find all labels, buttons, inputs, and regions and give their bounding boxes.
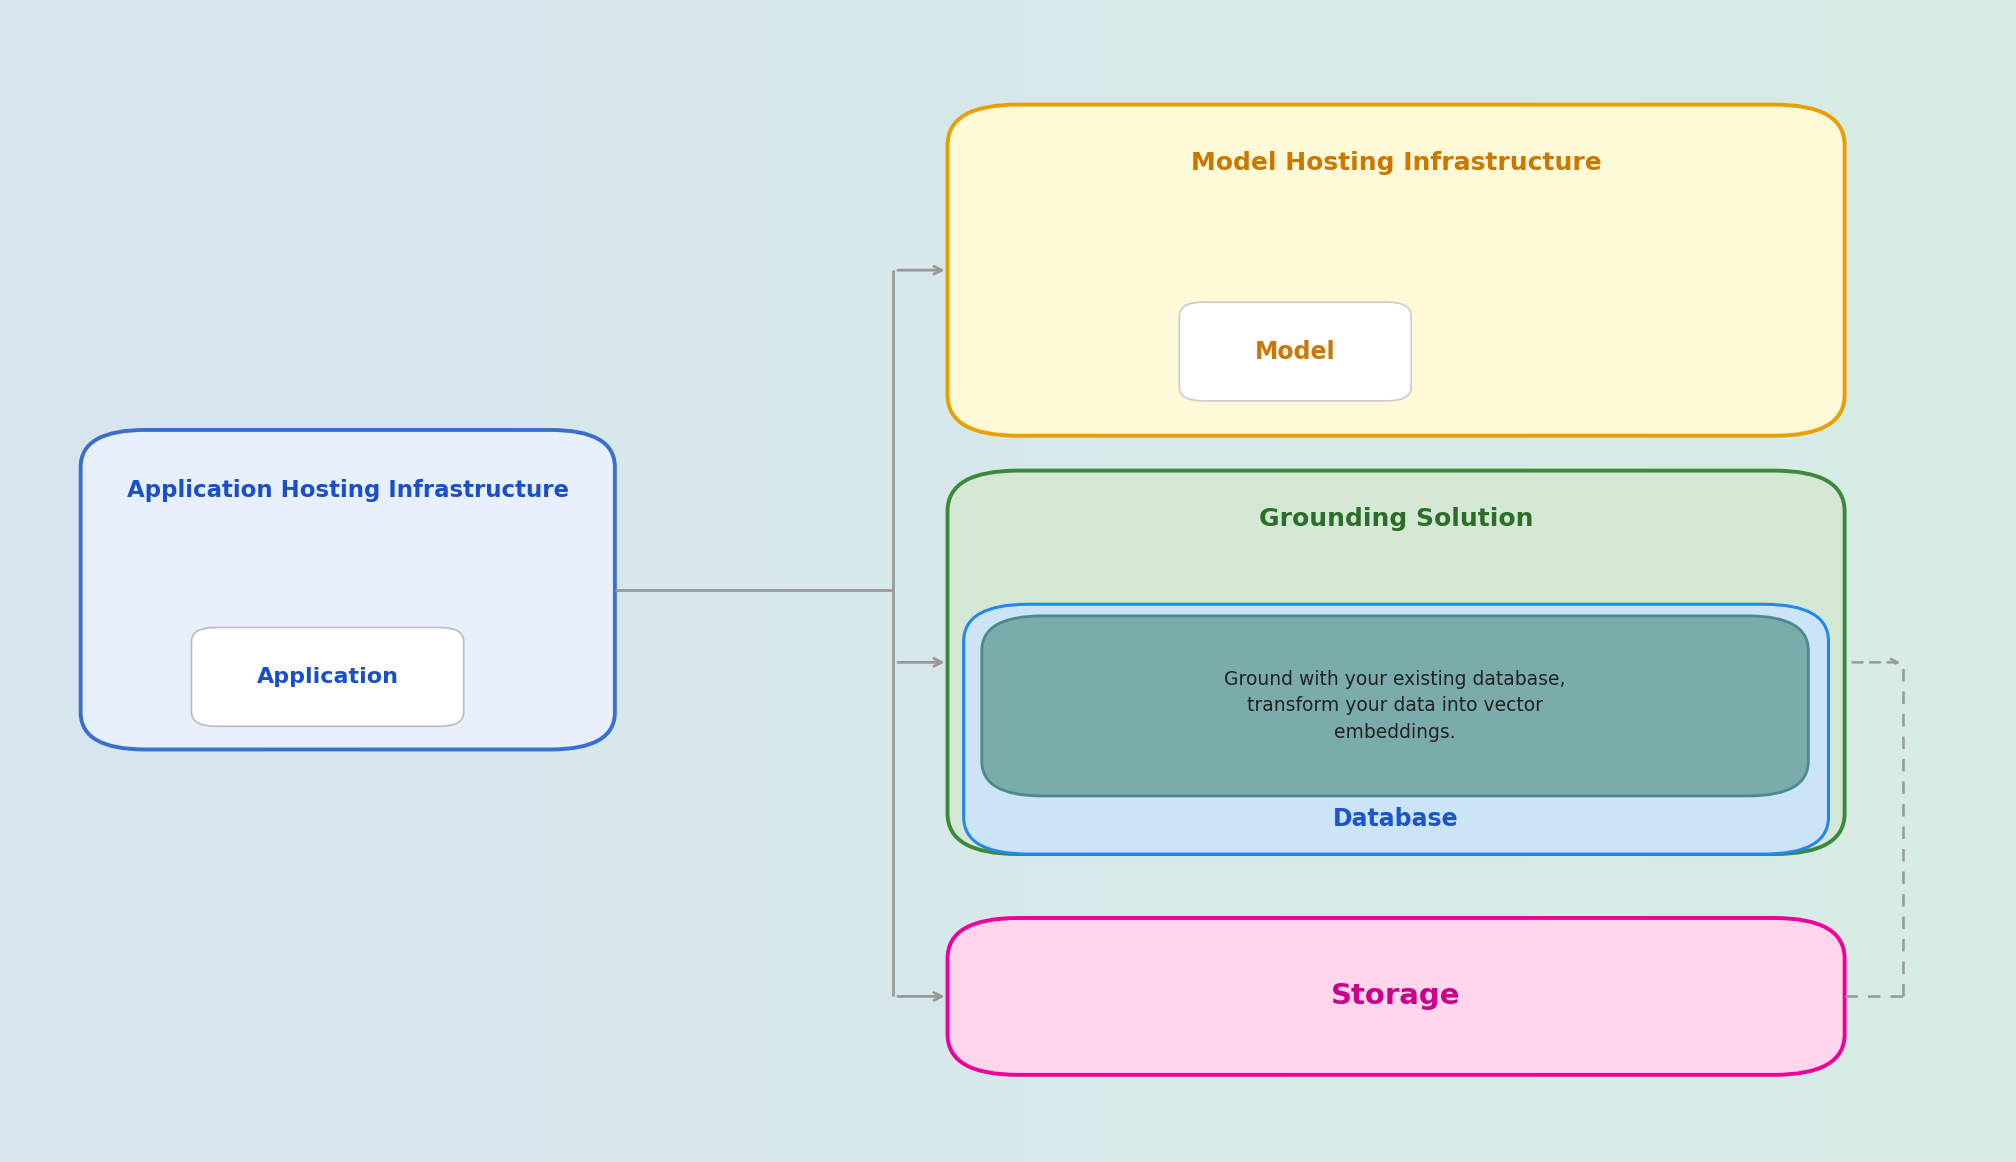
FancyBboxPatch shape: [964, 604, 1829, 854]
FancyBboxPatch shape: [1179, 302, 1411, 401]
Text: Application Hosting Infrastructure: Application Hosting Infrastructure: [127, 479, 569, 502]
FancyBboxPatch shape: [192, 627, 464, 726]
Text: Model Hosting Infrastructure: Model Hosting Infrastructure: [1191, 151, 1601, 174]
FancyBboxPatch shape: [948, 105, 1845, 436]
Text: Application: Application: [256, 667, 399, 687]
Text: Database: Database: [1333, 808, 1460, 831]
FancyBboxPatch shape: [81, 430, 615, 749]
Text: Grounding Solution: Grounding Solution: [1258, 508, 1534, 531]
Text: Storage: Storage: [1331, 982, 1462, 1011]
FancyBboxPatch shape: [948, 918, 1845, 1075]
Text: Ground with your existing database,
transform your data into vector
embeddings.: Ground with your existing database, tran…: [1224, 670, 1566, 741]
Text: Model: Model: [1256, 339, 1335, 364]
FancyBboxPatch shape: [982, 616, 1808, 796]
FancyBboxPatch shape: [948, 471, 1845, 854]
